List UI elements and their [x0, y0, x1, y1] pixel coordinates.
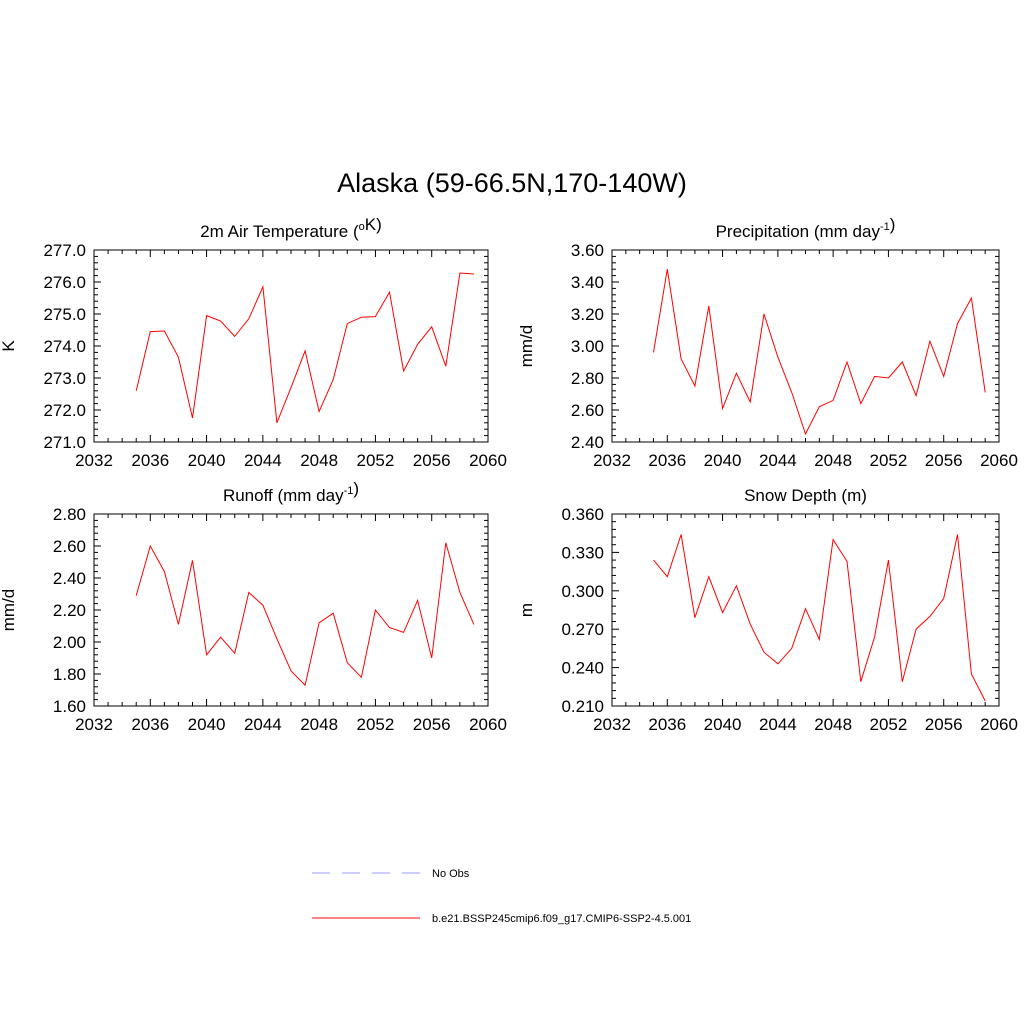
air-temperature-xtick-label: 2060: [469, 451, 507, 470]
precipitation-ytick-label: 3.00: [571, 337, 604, 356]
precipitation-series-line: [653, 269, 986, 436]
snow-depth-ytick-label: 0.210: [561, 697, 604, 716]
snow-depth-series-line: [653, 534, 986, 702]
air-temperature-title-part: K): [365, 215, 382, 234]
runoff-series-line: [135, 542, 475, 687]
snow-depth-ytick-label: 0.330: [561, 543, 604, 562]
air-temperature-ytick-label: 274.0: [43, 337, 86, 356]
runoff-xtick-label: 2036: [131, 715, 169, 734]
air-temperature-ylabel: K: [0, 340, 18, 352]
figure-title: Alaska (59-66.5N,170-140W): [337, 168, 687, 198]
air-temperature-xtick-label: 2036: [131, 451, 169, 470]
snow-depth-ytick-label: 0.270: [561, 620, 604, 639]
runoff-title: Runoff (mm day-1): [223, 479, 359, 505]
runoff-ytick-label: 2.40: [53, 569, 86, 588]
precipitation-title-sup: -1: [880, 221, 890, 233]
runoff-ytick-label: 2.20: [53, 601, 86, 620]
precipitation-panel: 2032 2036 2040 2044 2048 2052 2056 2060 2.40 2.60…: [517, 215, 1018, 470]
snow-depth-xtick-label: 2052: [870, 715, 908, 734]
air-temperature-xtick-label: 2056: [413, 451, 451, 470]
runoff-plot-frame: [93, 513, 489, 707]
snow-depth-xtick-label: 2048: [814, 715, 852, 734]
runoff-xtick-label: 2060: [469, 715, 507, 734]
snow-depth-xtick-label: 2060: [980, 715, 1018, 734]
runoff-panel: 2032 2036 2040 2044 2048 2052 2056 2060 1.60 1.80…: [0, 479, 507, 734]
air-temperature-ytick-label: 271.0: [43, 433, 86, 452]
snow-depth-xtick-label: 2036: [648, 715, 686, 734]
runoff-xtick-label: 2044: [244, 715, 282, 734]
chart-panels: 2032 2036 2040 2044 2048 2052 2056 2060 271.0 272…: [0, 215, 1018, 734]
precipitation-plot-frame: [611, 249, 1000, 443]
runoff-ylabel: mm/d: [0, 589, 18, 632]
runoff-ytick-label: 1.80: [53, 665, 86, 684]
precipitation-ytick-label: 3.20: [571, 305, 604, 324]
runoff-xtick-label: 2032: [75, 715, 113, 734]
precipitation-xtick-label: 2060: [980, 451, 1018, 470]
precipitation-xtick-label: 2040: [704, 451, 742, 470]
air-temperature-xtick-label: 2032: [75, 451, 113, 470]
precipitation-xtick-label: 2044: [759, 451, 797, 470]
runoff-xtick-label: 2052: [357, 715, 395, 734]
runoff-ytick-label: 2.60: [53, 537, 86, 556]
legend-obs-label: No Obs: [432, 868, 470, 880]
snow-depth-ylabel: m: [517, 603, 536, 617]
runoff-xtick-label: 2048: [300, 715, 338, 734]
runoff-xtick-label: 2056: [413, 715, 451, 734]
precipitation-ylabel: mm/d: [517, 325, 536, 368]
precipitation-ytick-label: 2.60: [571, 401, 604, 420]
precipitation-xtick-label: 2048: [814, 451, 852, 470]
air-temperature-panel: 2032 2036 2040 2044 2048 2052 2056 2060 271.0 272…: [0, 215, 507, 470]
air-temperature-title: 2m Air Temperature (oK): [200, 215, 382, 241]
precipitation-title-part: Precipitation (mm day: [716, 222, 881, 241]
snow-depth-xtick-label: 2032: [593, 715, 631, 734]
snow-depth-ytick-label: 0.240: [561, 659, 604, 678]
precipitation-title-part: ): [890, 215, 896, 234]
snow-depth-title-part: Snow Depth (m): [744, 486, 867, 505]
snow-depth-xtick-label: 2040: [704, 715, 742, 734]
runoff-ytick-label: 2.00: [53, 633, 86, 652]
air-temperature-xtick-label: 2048: [300, 451, 338, 470]
precipitation-ytick-label: 3.40: [571, 273, 604, 292]
runoff-title-part: ): [353, 479, 359, 498]
air-temperature-ytick-label: 275.0: [43, 305, 86, 324]
snow-depth-ytick-label: 0.360: [561, 505, 604, 524]
runoff-title-sup: -1: [344, 485, 354, 497]
air-temperature-ytick-label: 276.0: [43, 273, 86, 292]
air-temperature-title-sup: o: [359, 221, 365, 233]
air-temperature-title-part: 2m Air Temperature (: [200, 222, 359, 241]
air-temperature-ytick-label: 277.0: [43, 241, 86, 260]
air-temperature-ytick-label: 273.0: [43, 369, 86, 388]
precipitation-xtick-label: 2036: [648, 451, 686, 470]
snow-depth-xtick-label: 2056: [925, 715, 963, 734]
air-temperature-ytick-label: 272.0: [43, 401, 86, 420]
precipitation-xtick-label: 2056: [925, 451, 963, 470]
air-temperature-xtick-label: 2040: [188, 451, 226, 470]
legend: No Obs b.e21.BSSP245cmip6.f09_g17.CMIP6-…: [312, 868, 691, 925]
air-temperature-xtick-label: 2044: [244, 451, 282, 470]
precipitation-title: Precipitation (mm day-1): [716, 215, 896, 241]
runoff-ytick-label: 1.60: [53, 697, 86, 716]
precipitation-xtick-label: 2032: [593, 451, 631, 470]
snow-depth-xtick-label: 2044: [759, 715, 797, 734]
snow-depth-ytick-label: 0.300: [561, 582, 604, 601]
precipitation-ytick-label: 3.60: [571, 241, 604, 260]
snow-depth-panel: 2032 2036 2040 2044 2048 2052 2056 2060 0.210 0.2…: [517, 486, 1018, 734]
air-temperature-series-line: [135, 272, 474, 423]
air-temperature-xtick-label: 2052: [357, 451, 395, 470]
precipitation-ytick-label: 2.40: [571, 433, 604, 452]
legend-model-label: b.e21.BSSP245cmip6.f09_g17.CMIP6-SSP2-4.…: [432, 913, 691, 925]
runoff-ytick-label: 2.80: [53, 505, 86, 524]
air-temperature-plot-frame: [93, 249, 489, 443]
precipitation-ytick-label: 2.80: [571, 369, 604, 388]
runoff-title-part: Runoff (mm day: [223, 486, 344, 505]
snow-depth-title: Snow Depth (m): [744, 486, 867, 505]
precipitation-xtick-label: 2052: [870, 451, 908, 470]
runoff-xtick-label: 2040: [188, 715, 226, 734]
